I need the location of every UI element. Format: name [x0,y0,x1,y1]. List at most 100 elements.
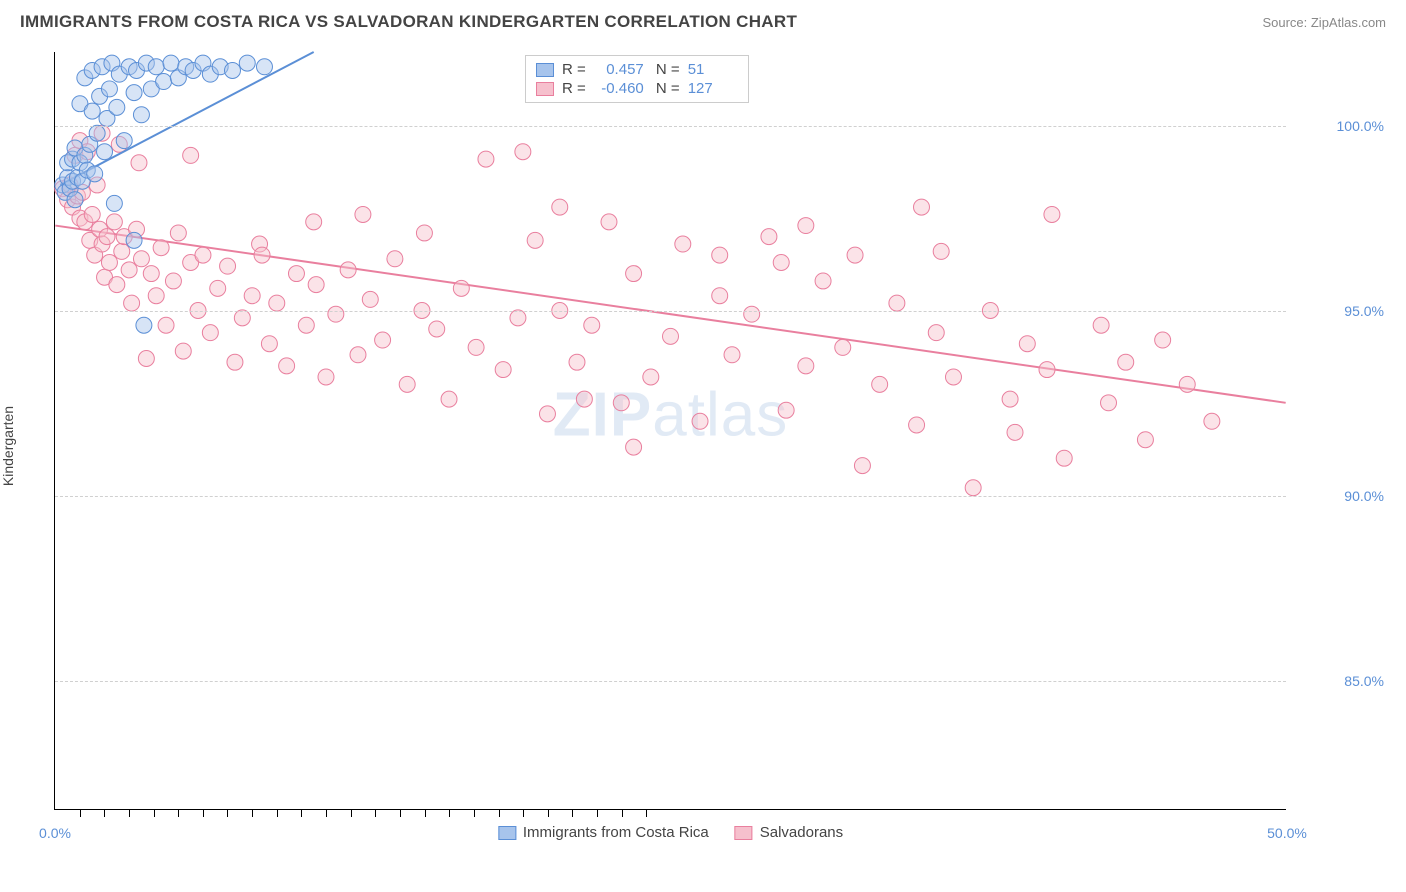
data-point-b [399,376,415,392]
x-minor-tick [351,809,352,817]
data-point-b [778,402,794,418]
x-minor-tick [597,809,598,817]
data-point-b [84,206,100,222]
data-point-b [153,240,169,256]
data-point-a [126,85,142,101]
data-point-b [712,247,728,263]
correlation-legend: R =0.457 N =51R =-0.460 N =127 [525,55,749,103]
data-point-b [106,214,122,230]
data-point-a [224,62,240,78]
x-minor-tick [646,809,647,817]
data-point-b [195,247,211,263]
data-point-b [1007,424,1023,440]
scatter-plot-svg [55,52,1286,809]
x-minor-tick [425,809,426,817]
n-value: 127 [688,80,738,97]
data-point-a [116,133,132,149]
data-point-b [872,376,888,392]
data-point-a [106,195,122,211]
r-value: 0.457 [594,61,644,78]
data-point-b [744,306,760,322]
data-point-b [909,417,925,433]
x-minor-tick [301,809,302,817]
data-point-b [279,358,295,374]
data-point-a [148,59,164,75]
x-minor-tick [400,809,401,817]
data-point-b [1155,332,1171,348]
x-minor-tick [523,809,524,817]
legend-item: Salvadorans [735,824,843,841]
data-point-b [308,277,324,293]
x-minor-tick [178,809,179,817]
y-tick-label: 90.0% [1344,488,1384,504]
chart-source: Source: ZipAtlas.com [1262,15,1386,30]
legend-swatch [498,826,516,840]
n-label: N = [652,61,680,78]
data-point-b [453,280,469,296]
data-point-b [1179,376,1195,392]
data-point-b [552,199,568,215]
data-point-b [288,266,304,282]
data-point-b [148,288,164,304]
data-point-b [306,214,322,230]
data-point-b [227,354,243,370]
data-point-b [261,336,277,352]
data-point-b [527,232,543,248]
data-point-b [773,254,789,270]
data-point-b [675,236,691,252]
legend-rn-row: R =0.457 N =51 [536,60,738,79]
data-point-b [928,325,944,341]
data-point-b [133,251,149,267]
data-point-b [626,266,642,282]
data-point-b [429,321,445,337]
y-tick-label: 85.0% [1344,673,1384,689]
data-point-b [99,229,115,245]
data-point-a [126,232,142,248]
series-legend: Immigrants from Costa RicaSalvadorans [498,824,843,841]
data-point-a [84,103,100,119]
gridline [55,126,1286,127]
r-value: -0.460 [594,80,644,97]
data-point-a [239,55,255,71]
data-point-b [1039,362,1055,378]
legend-swatch [536,63,554,77]
data-point-b [355,206,371,222]
x-minor-tick [499,809,500,817]
data-point-b [1019,336,1035,352]
x-minor-tick [548,809,549,817]
data-point-a [256,59,272,75]
x-minor-tick [572,809,573,817]
data-point-b [210,280,226,296]
x-tick-label: 50.0% [1267,825,1307,841]
data-point-b [468,339,484,355]
data-point-b [362,291,378,307]
data-point-b [626,439,642,455]
legend-rn-row: R =-0.460 N =127 [536,79,738,98]
y-axis-label: Kindergarten [0,406,16,486]
data-point-b [539,406,555,422]
data-point-b [1002,391,1018,407]
x-minor-tick [80,809,81,817]
n-value: 51 [688,61,738,78]
data-point-b [815,273,831,289]
data-point-b [254,247,270,263]
data-point-b [328,306,344,322]
gridline [55,496,1286,497]
data-point-b [183,147,199,163]
x-minor-tick [622,809,623,817]
data-point-a [89,125,105,141]
data-point-b [234,310,250,326]
x-minor-tick [104,809,105,817]
data-point-b [387,251,403,267]
chart-header: IMMIGRANTS FROM COSTA RICA VS SALVADORAN… [20,12,1386,32]
data-point-b [761,229,777,245]
x-minor-tick [449,809,450,817]
x-minor-tick [326,809,327,817]
data-point-b [495,362,511,378]
legend-series-name: Salvadorans [760,824,843,841]
data-point-a [163,55,179,71]
data-point-a [156,74,172,90]
data-point-b [170,225,186,241]
x-minor-tick [252,809,253,817]
chart-plot-area: ZIPatlas R =0.457 N =51R =-0.460 N =127 … [54,52,1286,810]
